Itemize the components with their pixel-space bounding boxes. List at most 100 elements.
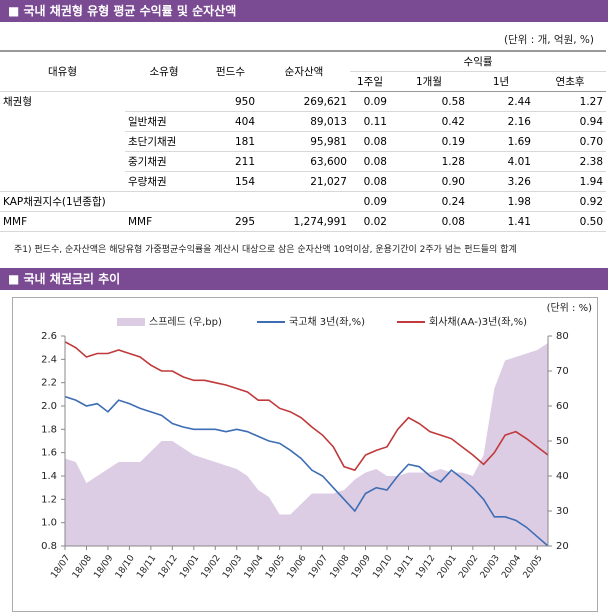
table-cell: 950 <box>203 91 258 112</box>
y2-tick-label: 80 <box>556 331 569 342</box>
table-cell: 1.41 <box>468 211 534 232</box>
legend-swatch <box>117 318 145 326</box>
x-tick-label: 19/11 <box>393 553 416 580</box>
table-cell: 3.26 <box>468 171 534 192</box>
column-header: 순자산액 <box>258 51 350 92</box>
y2-tick-label: 60 <box>556 401 569 412</box>
y2-tick-label: 70 <box>556 366 569 377</box>
table-cell: 89,013 <box>258 111 350 132</box>
chart: (단위 : %) 0.8 1.0 1.2 1.4 1.6 1.8 2.0 2.2 2.4 2.6 2… <box>12 297 598 612</box>
y-tick-label: 2.2 <box>41 378 57 389</box>
y-tick-label: 1.6 <box>41 448 57 459</box>
spread-area <box>65 343 548 546</box>
y-tick-label: 1.2 <box>41 494 57 505</box>
y-tick-label: 2.0 <box>41 401 57 412</box>
table-cell: 269,621 <box>258 91 350 112</box>
table-cell: 일반채권 <box>125 111 203 132</box>
table-cell: 404 <box>203 111 258 132</box>
y2-tick-label: 50 <box>556 436 569 447</box>
table-cell <box>0 132 125 152</box>
table-cell: 0.11 <box>350 111 390 132</box>
unit: (단위 : %) <box>547 301 593 314</box>
x-tick-label: 19/01 <box>178 553 201 580</box>
table-row: 우량채권 154 21,027 0.08 0.90 3.26 1.94 <box>0 171 607 192</box>
y-tick-label: 1.8 <box>41 424 57 435</box>
x-tick-label: 20/04 <box>500 553 523 580</box>
column-header: 대유형 <box>0 51 125 92</box>
table-cell: 1.94 <box>534 171 607 192</box>
column-header: 1년 <box>468 71 534 92</box>
x-tick-label: 18/10 <box>114 553 137 580</box>
table-cell <box>203 191 258 212</box>
table-cell <box>258 191 350 212</box>
table-cell: 154 <box>203 171 258 192</box>
table-cell: MMF <box>125 211 203 232</box>
table-cell: MMF <box>0 211 125 232</box>
table-cell: 63,600 <box>258 151 350 172</box>
table-cell: 0.94 <box>534 111 607 132</box>
table-cell: 0.08 <box>390 211 468 232</box>
x-tick-label: 19/02 <box>200 553 223 580</box>
table-cell: 1.27 <box>534 91 607 112</box>
table-row: MMF MMF 295 1,274,991 0.02 0.08 1.41 0.50 <box>0 211 607 232</box>
table-cell: 0.09 <box>350 191 390 212</box>
group-header: 수익률 <box>350 51 607 72</box>
x-tick-label: 18/07 <box>49 553 72 580</box>
table-cell: 1.69 <box>468 131 534 152</box>
y-tick-label: 2.6 <box>41 331 57 342</box>
table-cell: 0.42 <box>390 111 468 132</box>
x-tick-label: 19/05 <box>264 553 287 580</box>
x-tick-label: 18/08 <box>71 553 94 580</box>
table-cell: 95,981 <box>258 131 350 152</box>
section-title: ■ 국내 채권금리 추이 <box>0 268 608 290</box>
column-header: 소유형 <box>125 51 203 92</box>
x-tick-label: 19/07 <box>307 553 330 580</box>
table-cell <box>0 171 125 192</box>
column-header: 펀드수 <box>203 51 258 92</box>
y-tick-label: 1.4 <box>41 471 57 482</box>
y2-tick-label: 40 <box>556 471 569 482</box>
x-tick-label: 20/05 <box>522 553 545 580</box>
table-cell: 295 <box>203 211 258 232</box>
legend-label: 스프레드 (우,bp) <box>149 316 222 328</box>
table-cell: 1,274,991 <box>258 211 350 232</box>
table-cell: KAP채권지수(1년종합) <box>0 191 125 212</box>
fund-table: 대유형 소유형 펀드수 순자산액 수익률 1주일 1개월 1년 연초후 채권형 950 269,621… <box>0 50 607 232</box>
section-title: ■ 국내 채권형 유형 평균 수익률 및 순자산액 <box>0 0 608 22</box>
table-cell: 0.19 <box>390 131 468 152</box>
x-tick-label: 18/09 <box>92 553 115 580</box>
table-cell: 0.70 <box>534 131 607 152</box>
table-cell: 0.90 <box>390 171 468 192</box>
x-tick-label: 19/09 <box>350 553 373 580</box>
column-header: 1주일 <box>350 71 390 92</box>
y2-tick-label: 20 <box>556 541 569 552</box>
x-tick-label: 20/03 <box>479 553 502 580</box>
footnote: 주1) 펀드수, 순자산액은 해당유형 가중평균수익률을 계산시 대상으로 삼은… <box>14 245 517 255</box>
x-tick-label: 19/08 <box>329 553 352 580</box>
x-tick-label: 18/12 <box>157 553 180 580</box>
rate-line <box>64 395 549 547</box>
x-tick-label: 19/10 <box>371 553 394 580</box>
table-cell: 0.08 <box>350 151 390 172</box>
table-cell: 0.09 <box>350 91 390 112</box>
x-tick-label: 19/06 <box>286 553 309 580</box>
table-cell: 1.28 <box>390 151 468 172</box>
x-tick-label: 20/02 <box>457 553 480 580</box>
table-cell: 우량채권 <box>125 171 203 192</box>
column-header: 연초후 <box>534 71 607 92</box>
y-tick-label: 0.8 <box>41 541 57 552</box>
y-tick-label: 2.4 <box>41 354 57 365</box>
x-tick-label: 19/12 <box>414 553 437 580</box>
column-header: 1개월 <box>390 71 468 92</box>
table-cell: 0.24 <box>390 191 468 212</box>
table-cell: 2.44 <box>468 91 534 112</box>
table-row: 중기채권 211 63,600 0.08 1.28 4.01 2.38 <box>0 151 607 172</box>
y-tick-label: 1.0 <box>41 518 57 529</box>
table-cell: 4.01 <box>468 151 534 172</box>
table-cell <box>125 191 203 212</box>
table-cell: 1.98 <box>468 191 534 212</box>
table-row: 일반채권 404 89,013 0.11 0.42 2.16 0.94 <box>0 111 607 132</box>
chart-frame <box>12 297 598 612</box>
table-cell: 211 <box>203 151 258 172</box>
